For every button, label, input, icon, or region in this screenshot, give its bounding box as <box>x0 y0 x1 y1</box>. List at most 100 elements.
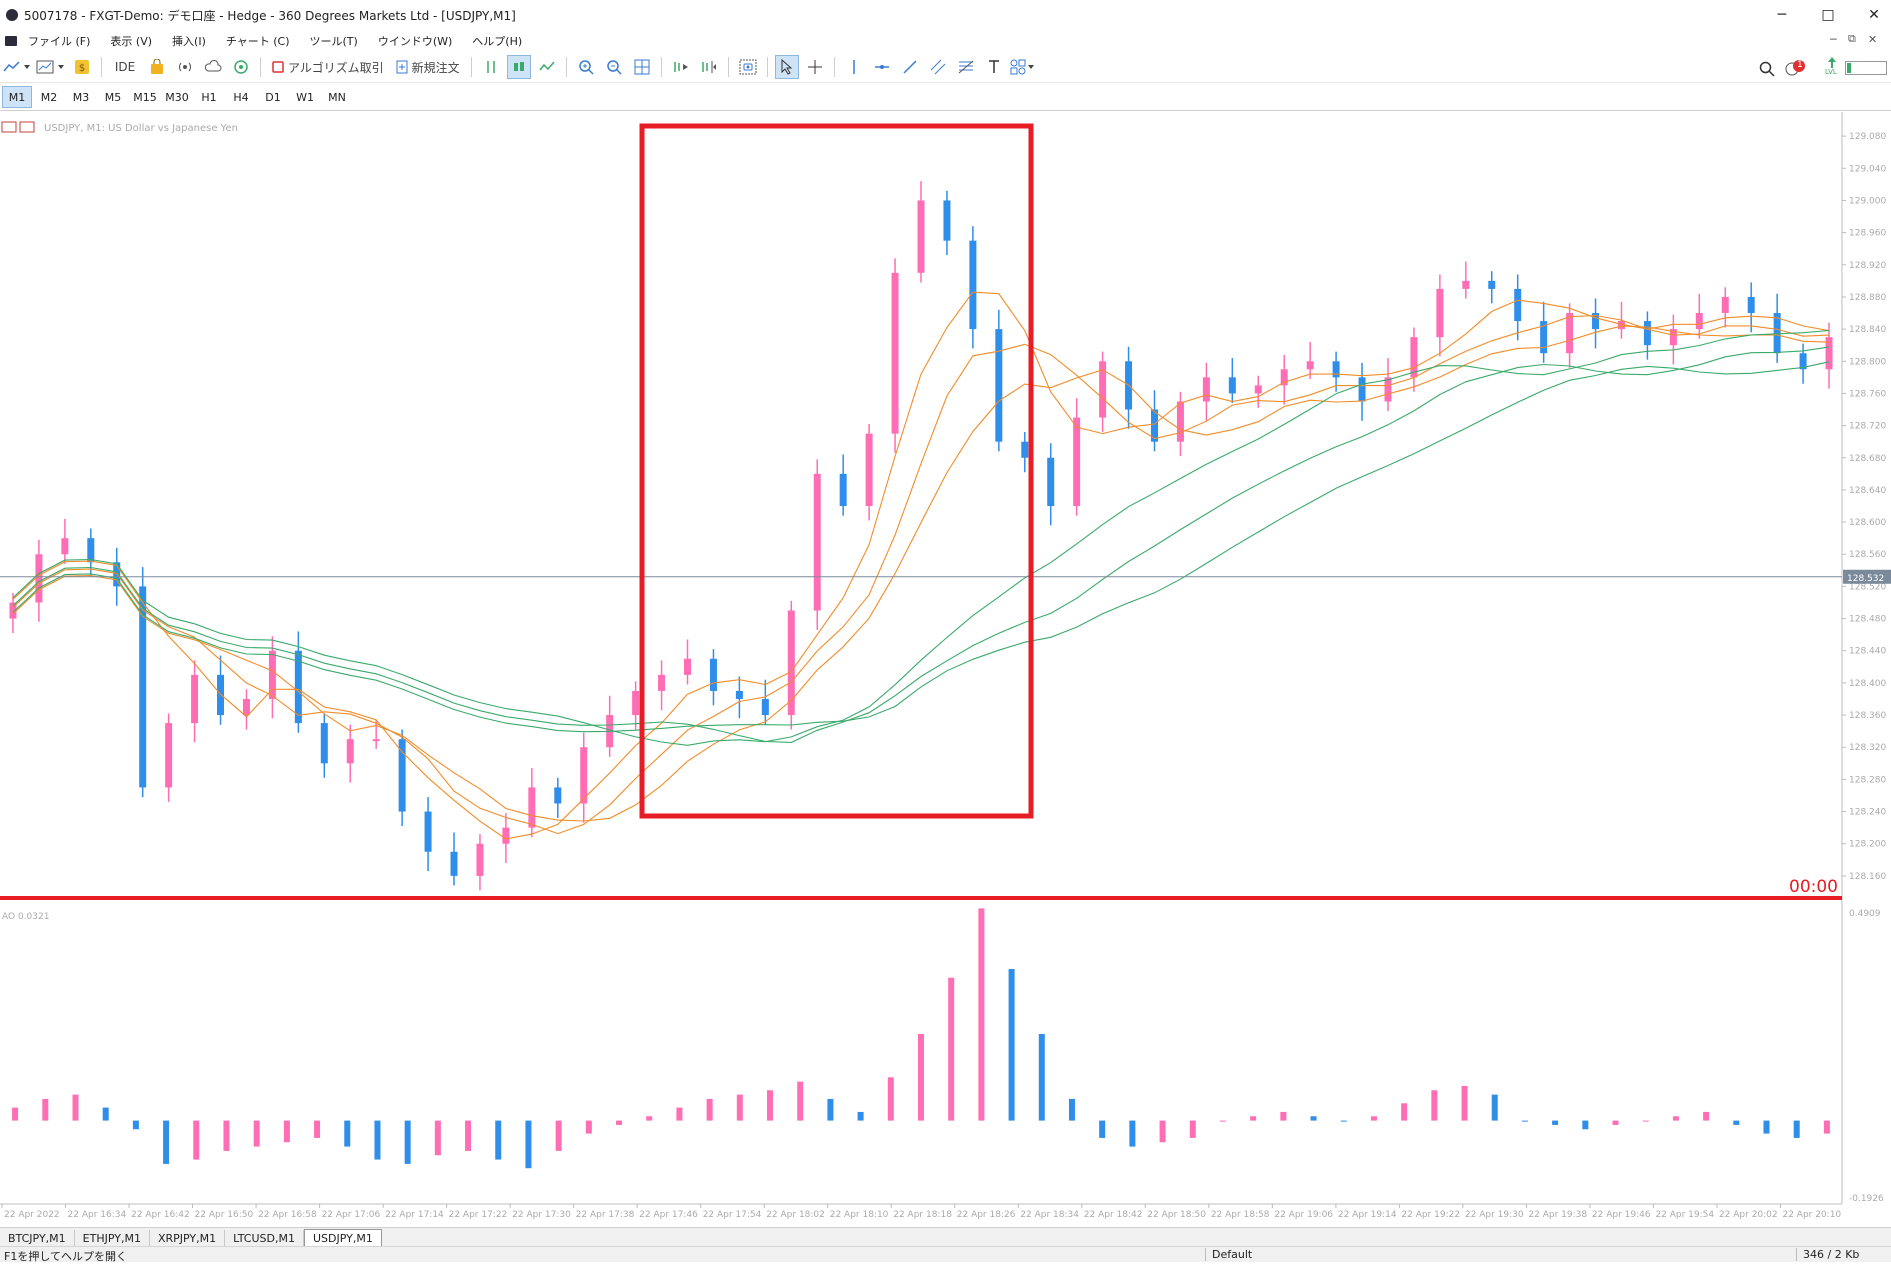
ao-bar <box>1582 1120 1589 1130</box>
toolbar-separator <box>565 57 567 77</box>
timeframe-m5[interactable]: M5 <box>104 90 122 104</box>
chart-area[interactable]: USDJPY, M1: US Dollar vs Japanese Yen 129… <box>0 112 1891 1227</box>
bullish-candle <box>787 610 795 716</box>
price-label: 128.920 <box>1849 261 1886 271</box>
bearish-candle <box>1358 377 1366 402</box>
toolbar-separator <box>101 57 102 77</box>
fast-moving-average <box>12 314 1830 835</box>
chart-tab-ltcusd[interactable]: LTCUSD,M1 <box>225 1230 304 1246</box>
fast-moving-average <box>12 325 1830 822</box>
timeframe-mn[interactable]: MN <box>328 90 346 104</box>
new-chart-button[interactable] <box>2 55 32 79</box>
child-restore-button[interactable]: ⧉ <box>1848 32 1856 45</box>
cursor-icon[interactable] <box>774 55 799 79</box>
toolbar-separator <box>833 57 835 77</box>
time-label: 22 Apr 16:58 <box>258 1210 317 1220</box>
market-button[interactable]: $ <box>70 55 94 79</box>
screenshot-icon[interactable] <box>736 55 760 79</box>
bearish-candle <box>554 787 562 804</box>
menu-file[interactable]: ファイル (F) <box>28 35 91 48</box>
bullish-candle <box>580 747 588 804</box>
channel-icon[interactable] <box>926 55 950 79</box>
algo-trading-button[interactable]: アルゴリズム取引 <box>268 55 388 79</box>
toolbar-separator <box>727 57 729 77</box>
chart-header-label: USDJPY, M1: US Dollar vs Japanese Yen <box>44 123 238 134</box>
ao-bar <box>948 977 955 1121</box>
candlestick-button[interactable] <box>506 55 531 79</box>
auto-scroll-icon[interactable] <box>669 55 693 79</box>
chart-tab-ethjpy[interactable]: ETHJPY,M1 <box>75 1230 150 1246</box>
timeframe-h1[interactable]: H1 <box>201 90 217 104</box>
horizontal-line-icon[interactable] <box>870 55 894 79</box>
new-order-button[interactable]: 新規注文 <box>392 55 464 79</box>
chart-tab-usdjpy[interactable]: USDJPY,M1 <box>303 1229 382 1246</box>
time-label: 22 Apr 17:46 <box>639 1210 698 1220</box>
ao-bar <box>132 1120 139 1130</box>
bullish-candle <box>917 200 925 273</box>
bar-chart-button[interactable] <box>479 55 503 79</box>
trend-line-icon[interactable] <box>898 55 922 79</box>
time-label: 22 Apr 18:10 <box>830 1210 889 1220</box>
notifications-icon[interactable]: 1 <box>1783 57 1807 81</box>
ao-bar <box>344 1120 351 1147</box>
app-menu-icon[interactable] <box>4 34 18 48</box>
timeframe-m30[interactable]: M30 <box>165 90 189 104</box>
ao-bar <box>918 1033 924 1121</box>
bullish-candle <box>372 739 380 742</box>
search-icon[interactable] <box>1755 57 1779 81</box>
timeframe-h4[interactable]: H4 <box>233 90 249 104</box>
maximize-button[interactable]: □ <box>1821 7 1835 23</box>
menu-insert[interactable]: 挿入(I) <box>172 35 206 48</box>
chart-tab-btcjpy[interactable]: BTCJPY,M1 <box>0 1230 75 1246</box>
ao-bar <box>1733 1120 1740 1125</box>
shapes-icon[interactable] <box>1010 55 1036 79</box>
time-label: 22 Apr 18:26 <box>957 1210 1016 1220</box>
vps-icon[interactable] <box>229 55 253 79</box>
ao-bar <box>1310 1116 1317 1121</box>
timeframe-w1[interactable]: W1 <box>296 90 314 104</box>
child-close-button[interactable]: ✕ <box>1868 33 1878 46</box>
cloud-icon[interactable] <box>201 55 225 79</box>
minimize-button[interactable]: ─ <box>1777 7 1787 23</box>
ao-bar <box>616 1120 623 1125</box>
menu-help[interactable]: ヘルプ(H) <box>472 35 523 48</box>
ao-histogram <box>12 908 1830 1169</box>
current-price-tag <box>1843 569 1891 584</box>
menu-tools[interactable]: ツール(T) <box>309 35 358 48</box>
slow-moving-average <box>12 329 1830 746</box>
fibonacci-icon[interactable] <box>954 55 978 79</box>
chart-tab-xrpjpy[interactable]: XRPJPY,M1 <box>150 1230 226 1246</box>
zoom-in-icon[interactable] <box>574 55 598 79</box>
price-label: 128.800 <box>1849 357 1886 367</box>
ao-bar <box>1612 1120 1619 1125</box>
timeframe-m3[interactable]: M3 <box>72 90 90 104</box>
time-label: 22 Apr 18:34 <box>1020 1210 1079 1220</box>
time-label: 22 Apr 17:14 <box>385 1210 444 1220</box>
ide-button[interactable]: IDE <box>114 60 136 74</box>
menu-chart[interactable]: チャート (C) <box>225 35 290 48</box>
vertical-line-icon[interactable] <box>842 55 866 79</box>
bearish-candle <box>1047 457 1055 506</box>
shopping-bag-icon[interactable] <box>145 55 169 79</box>
status-help-text: F1を押してヘルプを開く <box>4 1250 127 1263</box>
text-tool-icon[interactable] <box>982 55 1006 79</box>
chart-templates-button[interactable] <box>36 55 66 79</box>
signal-icon[interactable] <box>173 55 197 79</box>
grid-icon[interactable] <box>630 55 654 79</box>
zoom-out-icon[interactable] <box>602 55 626 79</box>
crosshair-icon[interactable] <box>803 55 827 79</box>
chart-shift-icon[interactable] <box>697 55 721 79</box>
timeframe-m2[interactable]: M2 <box>40 90 58 104</box>
bearish-candle <box>1540 321 1548 354</box>
menu-window[interactable]: ウインドウ(W) <box>377 35 453 48</box>
ao-bar <box>978 908 985 1121</box>
line-chart-button[interactable] <box>535 55 559 79</box>
child-minimize-button[interactable]: ─ <box>1830 33 1837 46</box>
timeframe-m15[interactable]: M15 <box>133 90 157 104</box>
close-button[interactable]: ✕ <box>1868 7 1880 23</box>
timeframe-d1[interactable]: D1 <box>265 90 281 104</box>
time-label: 22 Apr 17:38 <box>576 1210 635 1220</box>
timeframe-m1[interactable]: M1 <box>2 86 32 108</box>
bullish-candle <box>1410 337 1418 378</box>
menu-view[interactable]: 表示 (V) <box>110 35 153 48</box>
